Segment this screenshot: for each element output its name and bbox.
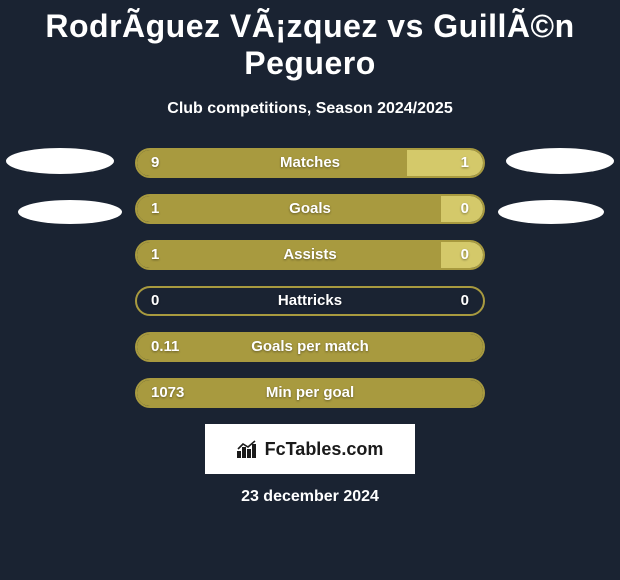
fctables-logo: FcTables.com [237,439,384,460]
logo-box: FcTables.com [205,424,415,474]
stat-value-left: 0 [151,288,159,314]
date-label: 23 december 2024 [0,488,620,506]
bar-left-fill [137,196,441,222]
bar-left-fill [137,334,483,360]
bar-right-fill [441,242,483,268]
subtitle: Club competitions, Season 2024/2025 [0,100,620,118]
logo-label: FcTables.com [265,439,384,460]
stat-bar: 0 0Hattricks [135,286,485,316]
stat-bar: 1073Min per goal [135,378,485,408]
bar-right-fill [407,150,483,176]
bar-right-fill [441,196,483,222]
stat-bar: 10Assists [135,240,485,270]
bars-container: 91Matches 10Goals 10Assists 0 0Hattricks 0.11… [0,148,620,408]
bar-left-fill [137,380,483,406]
photo-ellipse-left-2 [18,200,122,224]
stat-bar: 0.11Goals per match [135,332,485,362]
stat-label: Hattricks [137,288,483,314]
comparison-chart: 91Matches 10Goals 10Assists 0 0Hattricks 0.11… [0,148,620,408]
stat-value-right: 0 [461,288,469,314]
bar-left-fill [137,150,407,176]
page-title: RodrÃ­guez VÃ¡zquez vs GuillÃ©n Peguero [0,0,620,82]
stat-bar: 10Goals [135,194,485,224]
logo-mark-icon [237,440,259,458]
stat-bar: 91Matches [135,148,485,178]
photo-ellipse-right-2 [498,200,604,224]
photo-ellipse-left-1 [6,148,114,174]
photo-ellipse-right-1 [506,148,614,174]
bar-left-fill [137,242,441,268]
